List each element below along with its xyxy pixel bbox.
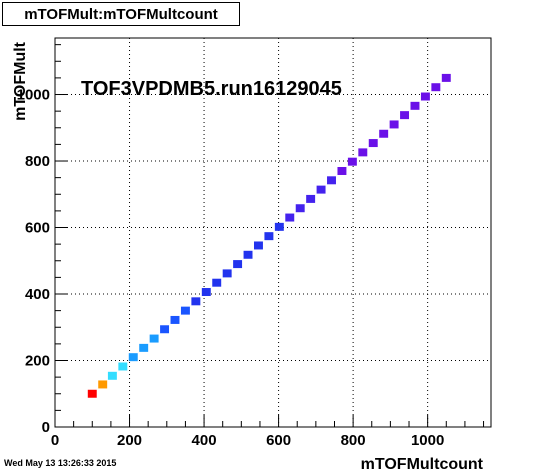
data-cell	[441, 73, 451, 82]
data-cell	[327, 176, 336, 185]
data-cell	[316, 185, 326, 194]
data-cell	[233, 260, 243, 269]
data-cell	[400, 111, 410, 120]
data-cell	[379, 129, 389, 138]
x-tick-label: 400	[192, 432, 217, 449]
histogram-name-box: mTOFMult:mTOFMultcount	[2, 2, 240, 26]
data-cell	[212, 278, 222, 287]
data-cell	[201, 288, 211, 297]
data-cell	[420, 92, 430, 101]
y-tick-label: 600	[25, 220, 50, 237]
data-cell	[295, 204, 305, 213]
x-tick-label: 1000	[411, 432, 444, 449]
data-cell	[160, 325, 170, 334]
data-cell	[389, 120, 399, 129]
timestamp: Wed May 13 13:26:33 2015	[4, 458, 117, 468]
data-cell	[118, 362, 128, 371]
y-tick-label: 1000	[17, 87, 50, 104]
y-tick-label: 200	[25, 353, 50, 370]
y-tick-label: 400	[25, 286, 50, 303]
data-cell	[170, 315, 180, 324]
y-tick-label: 800	[25, 153, 50, 170]
data-cell	[87, 389, 97, 398]
data-cell	[347, 157, 357, 166]
chart-title: TOF3VPDMB5.run16129045	[81, 78, 342, 100]
x-tick-label: 0	[51, 432, 59, 449]
data-cell	[285, 213, 295, 222]
data-cell	[191, 297, 201, 306]
plot-frame	[54, 37, 492, 428]
x-axis-label: mTOFMultcount	[361, 456, 484, 473]
y-axis-label: mTOFMult	[12, 41, 29, 120]
x-tick-label: 200	[117, 432, 142, 449]
data-cell	[337, 167, 347, 175]
x-tick-label: 800	[341, 432, 366, 449]
data-cell	[243, 250, 253, 259]
data-cell	[128, 353, 138, 362]
data-cell	[431, 83, 441, 92]
data-cell	[139, 343, 149, 352]
data-cell	[274, 222, 284, 231]
data-cell	[98, 380, 108, 389]
data-cell	[264, 232, 274, 241]
x-tick-label: 600	[266, 432, 291, 449]
histogram-name: mTOFMult:mTOFMultcount	[24, 5, 218, 23]
data-cell	[149, 334, 159, 343]
data-cell	[306, 194, 316, 203]
data-cell	[368, 139, 378, 148]
data-cell	[222, 269, 232, 278]
data-cell	[253, 241, 263, 250]
data-cell	[180, 306, 190, 315]
data-cell	[410, 101, 420, 110]
data-cell	[107, 371, 117, 380]
data-cell	[358, 148, 368, 157]
y-tick-label: 0	[42, 419, 50, 436]
